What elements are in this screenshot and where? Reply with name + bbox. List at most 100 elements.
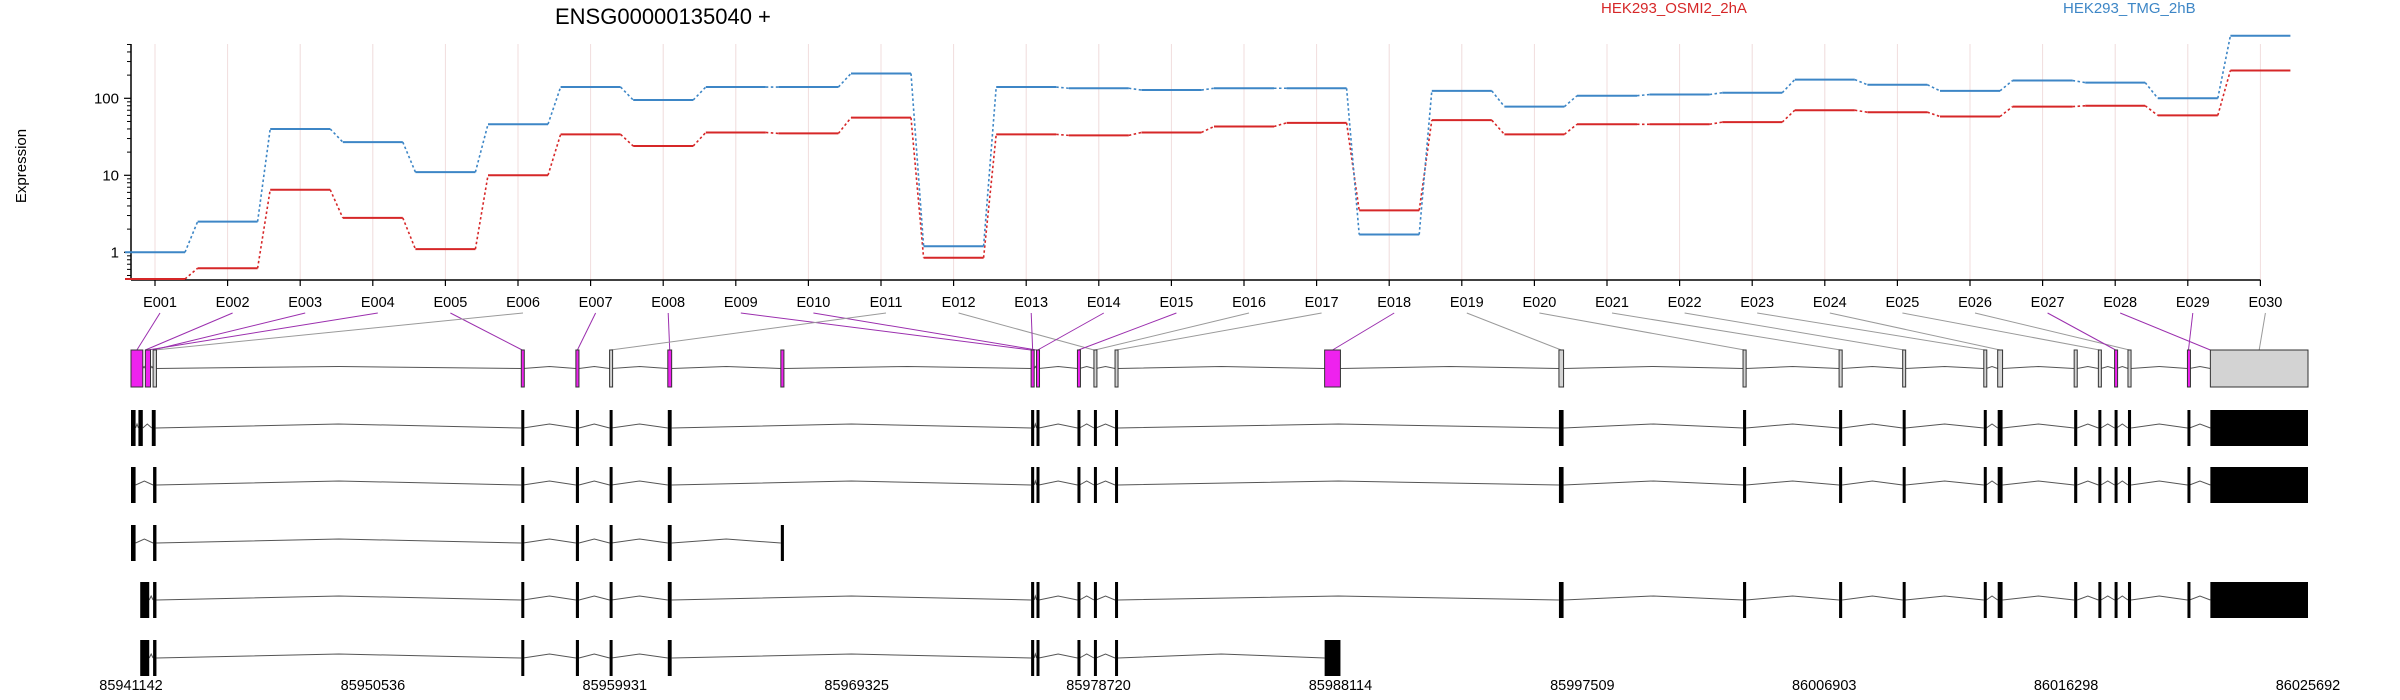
exon-connector	[1037, 312, 1105, 351]
intron	[523, 423, 576, 429]
data-connector	[2072, 79, 2086, 84]
data-connector	[1854, 78, 1868, 86]
exon-connector	[450, 312, 523, 351]
intron	[1842, 365, 1903, 369]
intron	[2116, 480, 2129, 486]
legend-series-1: HEK293_OSMI2_2hA	[1601, 0, 1747, 17]
data-connector	[1563, 123, 1578, 135]
intron	[783, 365, 1032, 369]
intron	[2100, 595, 2115, 601]
data-connector	[1418, 90, 1433, 235]
intron	[523, 365, 576, 369]
data-connector	[474, 175, 489, 250]
data-connector	[474, 124, 489, 173]
intron	[1079, 365, 1095, 369]
data-connector	[184, 267, 199, 280]
intron	[1842, 423, 1903, 429]
intron	[135, 538, 154, 544]
transcript-exon	[1115, 467, 1119, 503]
exon-label: E007	[579, 295, 613, 311]
data-connector	[2217, 35, 2232, 99]
intron	[135, 480, 154, 486]
collapsed-exon	[2209, 349, 2309, 388]
transcript-exon	[2074, 410, 2078, 446]
transcript-exon	[2098, 467, 2102, 503]
collapsed-exon	[1997, 349, 2004, 388]
coordinate-tick-label: 85941142	[99, 678, 162, 694]
collapsed-exon	[1558, 349, 1565, 388]
transcript-exon	[2187, 467, 2191, 503]
transcript-exon	[153, 467, 157, 503]
transcript-exon	[667, 640, 672, 676]
exon-label: E010	[796, 295, 830, 311]
transcript-exon	[151, 410, 156, 446]
transcript-exon	[1077, 640, 1081, 676]
collapsed-exon	[1076, 349, 1081, 388]
transcript-exon	[521, 582, 525, 618]
intron	[671, 423, 1032, 429]
transcript-exon	[609, 467, 613, 503]
intron	[578, 423, 610, 429]
intron	[2100, 480, 2115, 486]
exon-label: E017	[1305, 295, 1339, 311]
transcript-exon	[2074, 582, 2078, 618]
collapsed-exon	[1742, 349, 1747, 388]
transcript-exon	[1093, 640, 1097, 676]
transcript-exon	[521, 525, 525, 561]
transcript-3	[131, 525, 784, 561]
transcript-exon	[2127, 582, 2132, 618]
intron	[2189, 595, 2211, 601]
data-connector	[1563, 95, 1578, 108]
transcript-exon	[1077, 410, 1081, 446]
intron	[1986, 480, 1998, 486]
intron	[578, 595, 610, 601]
data-connector	[329, 189, 344, 219]
exon-connector	[610, 312, 887, 351]
transcript-exon	[1036, 410, 1040, 446]
gene-model	[130, 349, 2309, 676]
intron	[578, 480, 610, 486]
intron	[578, 653, 610, 659]
transcript-exon	[521, 467, 525, 503]
transcript-1	[131, 410, 2308, 446]
data-connector	[910, 73, 925, 247]
data-connector	[2144, 82, 2159, 99]
exon-label: E006	[506, 295, 540, 311]
intron	[1095, 595, 1116, 601]
intron	[1905, 423, 1984, 429]
collapsed-exon	[152, 349, 157, 388]
y-axis: 1 10 100	[94, 43, 132, 280]
intron	[2100, 423, 2115, 429]
y-tick-label: 100	[94, 90, 119, 107]
data-connector	[910, 117, 925, 258]
exon-connector	[2258, 312, 2266, 351]
exon-connector	[2120, 312, 2211, 351]
transcript-exon	[1743, 582, 1747, 618]
transcript-exon	[1093, 467, 1097, 503]
exon-connector	[147, 312, 378, 351]
transcript-exon	[1839, 410, 1843, 446]
intron	[142, 423, 153, 429]
intron	[611, 653, 668, 659]
intron	[671, 480, 1032, 486]
exon-connector	[813, 312, 1037, 351]
transcript-exon	[1324, 640, 1341, 676]
legend-series-2: HEK293_TMG_2hB	[2063, 0, 2196, 17]
intron	[1079, 480, 1095, 486]
intron	[1033, 422, 1037, 429]
transcript-exon	[1839, 582, 1843, 618]
transcript-exon	[2210, 582, 2308, 618]
transcript-exon	[1036, 582, 1040, 618]
collapsed-exon	[1036, 349, 1041, 388]
intron	[2189, 365, 2211, 369]
data-connector	[692, 86, 707, 101]
transcript-exon	[1031, 640, 1035, 676]
data-connector	[1999, 79, 2014, 92]
collapsed-exon	[1093, 349, 1098, 388]
data-connector	[1491, 119, 1505, 135]
transcript-exon	[153, 640, 157, 676]
intron	[1033, 652, 1037, 659]
transcript-exon	[521, 410, 525, 446]
data-connector	[1345, 88, 1360, 235]
intron	[2100, 365, 2115, 369]
